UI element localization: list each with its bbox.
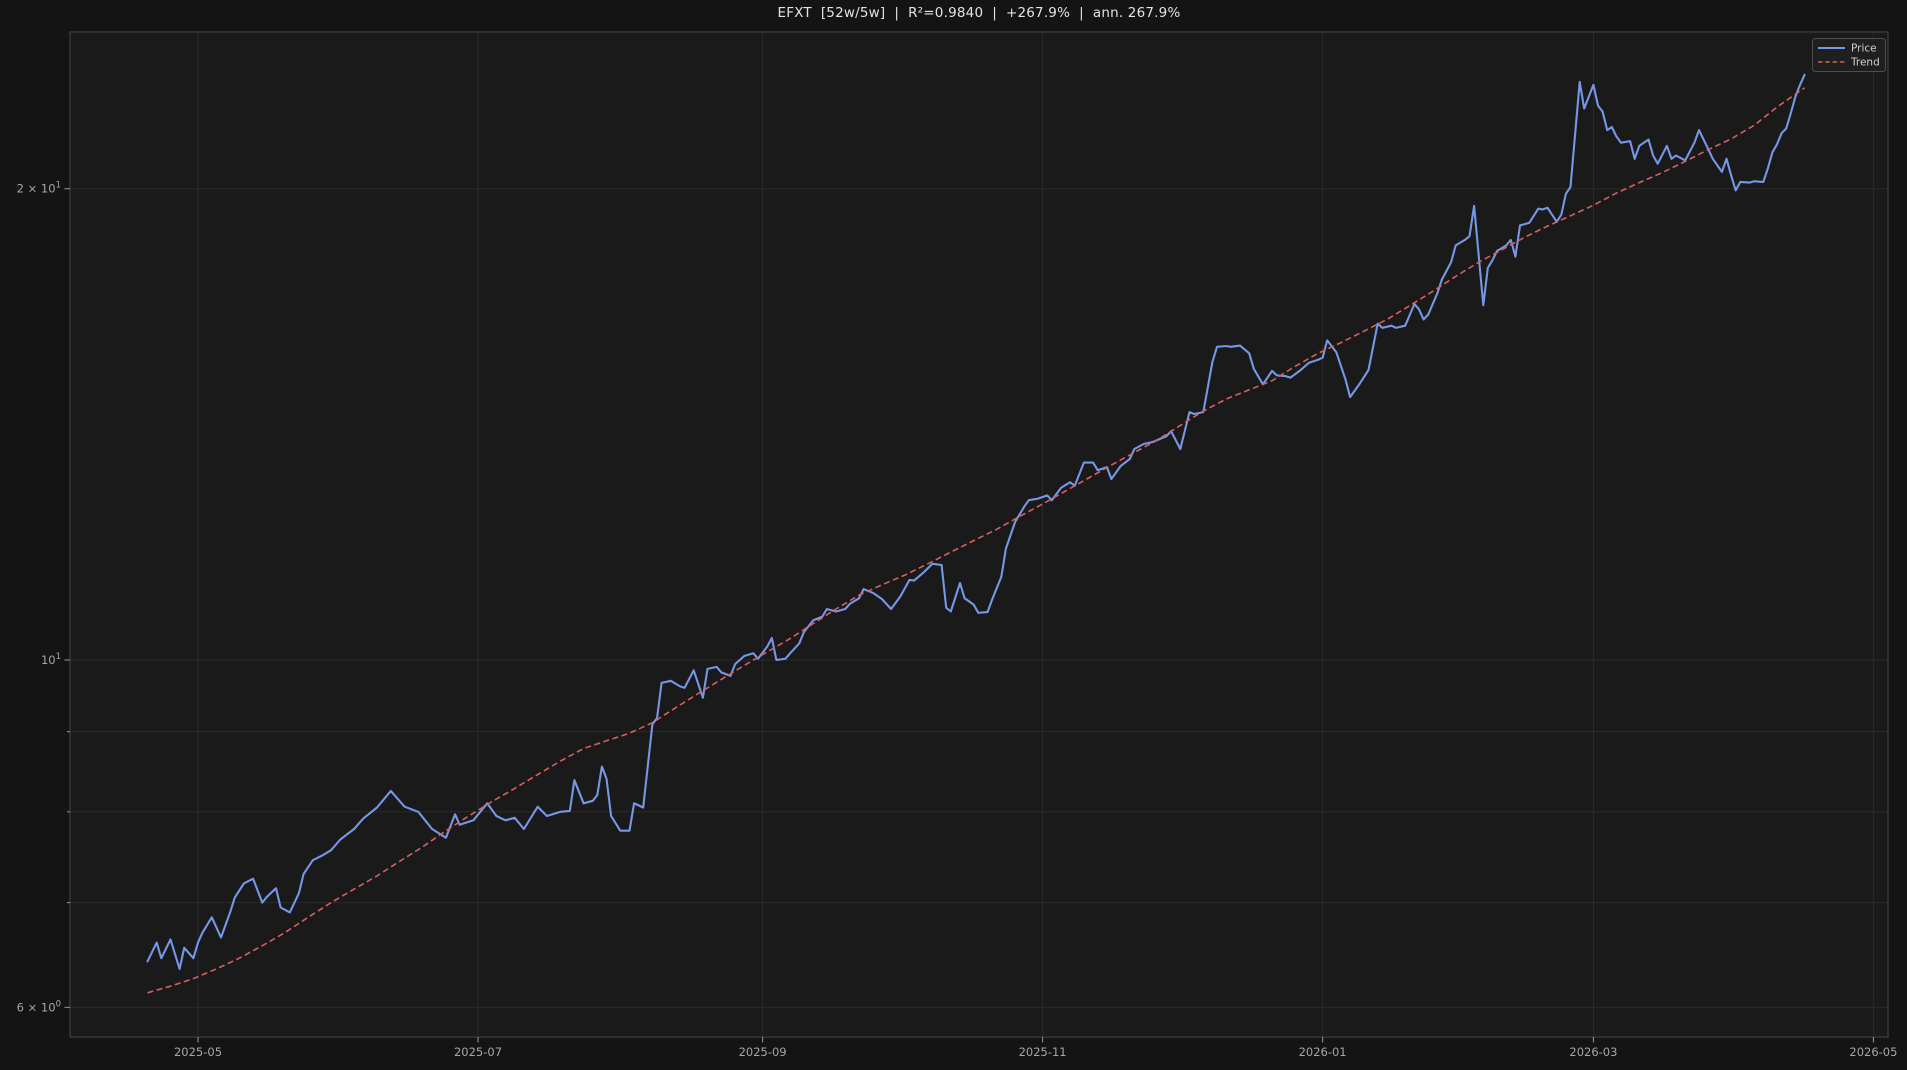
axis-ticks bbox=[64, 188, 1874, 1043]
plot-area bbox=[70, 32, 1888, 1037]
x-tick-label: 2025-09 bbox=[739, 1045, 787, 1059]
price-line bbox=[146, 73, 1806, 970]
x-tick-label: 2025-05 bbox=[174, 1045, 222, 1059]
x-tick-label: 2026-03 bbox=[1569, 1045, 1617, 1059]
grid bbox=[70, 32, 1888, 1037]
y-tick-label: 101 bbox=[41, 652, 61, 667]
legend-item-trend: Trend bbox=[1818, 57, 1880, 69]
x-tick-label: 2026-05 bbox=[1849, 1045, 1897, 1059]
y-tick-label: 6 × 100 bbox=[17, 999, 61, 1014]
legend-item-price: Price bbox=[1818, 43, 1877, 55]
legend-label: Trend bbox=[1850, 57, 1880, 69]
x-tick-label: 2025-07 bbox=[454, 1045, 502, 1059]
chart-title: EFXT [52w/5w] | R²=0.9840 | +267.9% | an… bbox=[777, 5, 1181, 21]
legend: Price Trend bbox=[1812, 38, 1886, 72]
axis-labels: 2025-05 2025-07 2025-09 2025-11 2026-01 2026-… bbox=[17, 181, 1898, 1059]
x-tick-label: 2026-01 bbox=[1299, 1045, 1347, 1059]
trend-line bbox=[147, 87, 1806, 994]
legend-box bbox=[1812, 38, 1886, 72]
legend-label: Price bbox=[1851, 43, 1877, 55]
x-tick-label: 2025-11 bbox=[1019, 1045, 1067, 1059]
axes-spines bbox=[69, 31, 1889, 1038]
y-tick-label: 2 × 101 bbox=[17, 181, 61, 196]
